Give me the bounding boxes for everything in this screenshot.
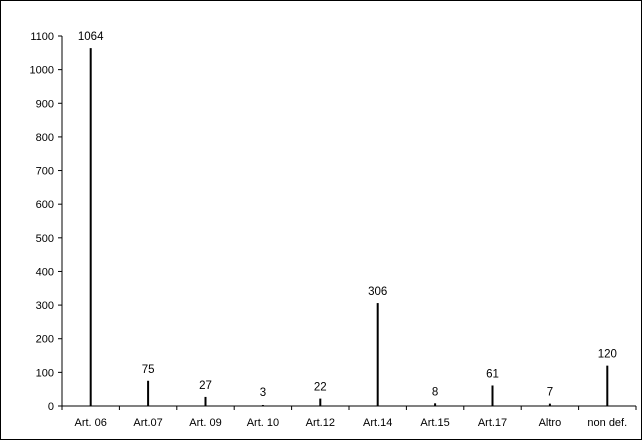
bar-value-label: 306	[368, 286, 387, 298]
bar	[606, 365, 609, 406]
y-tick-label: 1100	[30, 31, 54, 43]
y-tick-label: 700	[36, 166, 54, 178]
y-tick-label: 400	[36, 266, 54, 278]
bar-value-label: 75	[142, 364, 155, 376]
x-category-label: Art.14	[363, 417, 392, 429]
x-axis: Art. 06 Art.07 Art. 09 Art. 10 Art.12 Art.14 A…	[61, 405, 637, 429]
x-category-label: Art.07	[133, 417, 162, 429]
data-labels: 1064 75 27 3 22 306 8 61 7 120	[78, 31, 617, 399]
y-tick-label: 800	[36, 132, 54, 144]
bar	[434, 403, 437, 406]
bar	[89, 48, 92, 406]
y-tick-label: 100	[36, 367, 54, 379]
x-category-label: Art.12	[306, 417, 335, 429]
y-tick-label: 300	[36, 300, 54, 312]
y-tick-label: 1000	[30, 65, 54, 77]
x-category-label: Altro	[539, 417, 562, 429]
y-axis: 0 100 200 300 400 500 600 700 800 900 1000 1100	[30, 31, 63, 413]
y-tick-label: 200	[36, 334, 54, 346]
bar-value-label: 8	[432, 386, 438, 398]
bar	[261, 404, 264, 406]
bar	[548, 403, 551, 406]
x-category-label: Art. 09	[189, 417, 221, 429]
y-tick-label: 900	[36, 98, 54, 110]
bar-value-label: 27	[199, 380, 212, 392]
bar	[147, 380, 150, 406]
x-category-label: non def.	[587, 417, 627, 429]
bar	[204, 396, 207, 406]
x-category-label: Art.17	[478, 417, 507, 429]
y-tick-label: 600	[36, 199, 54, 211]
bar-value-label: 61	[486, 368, 499, 380]
bar	[491, 385, 494, 406]
x-category-label: Art. 06	[74, 417, 106, 429]
y-tick-label: 0	[48, 401, 54, 413]
bar-series	[89, 48, 609, 406]
bar-value-label: 7	[547, 387, 553, 399]
bar-value-label: 22	[314, 382, 327, 394]
y-tick-label: 500	[36, 233, 54, 245]
bar	[319, 398, 322, 406]
x-category-label: Art.15	[420, 417, 449, 429]
x-category-label: Art. 10	[247, 417, 279, 429]
bar-value-label: 1064	[78, 31, 104, 43]
bar-value-label: 3	[260, 387, 266, 399]
bar-value-label: 120	[598, 349, 617, 361]
bar	[376, 303, 379, 406]
